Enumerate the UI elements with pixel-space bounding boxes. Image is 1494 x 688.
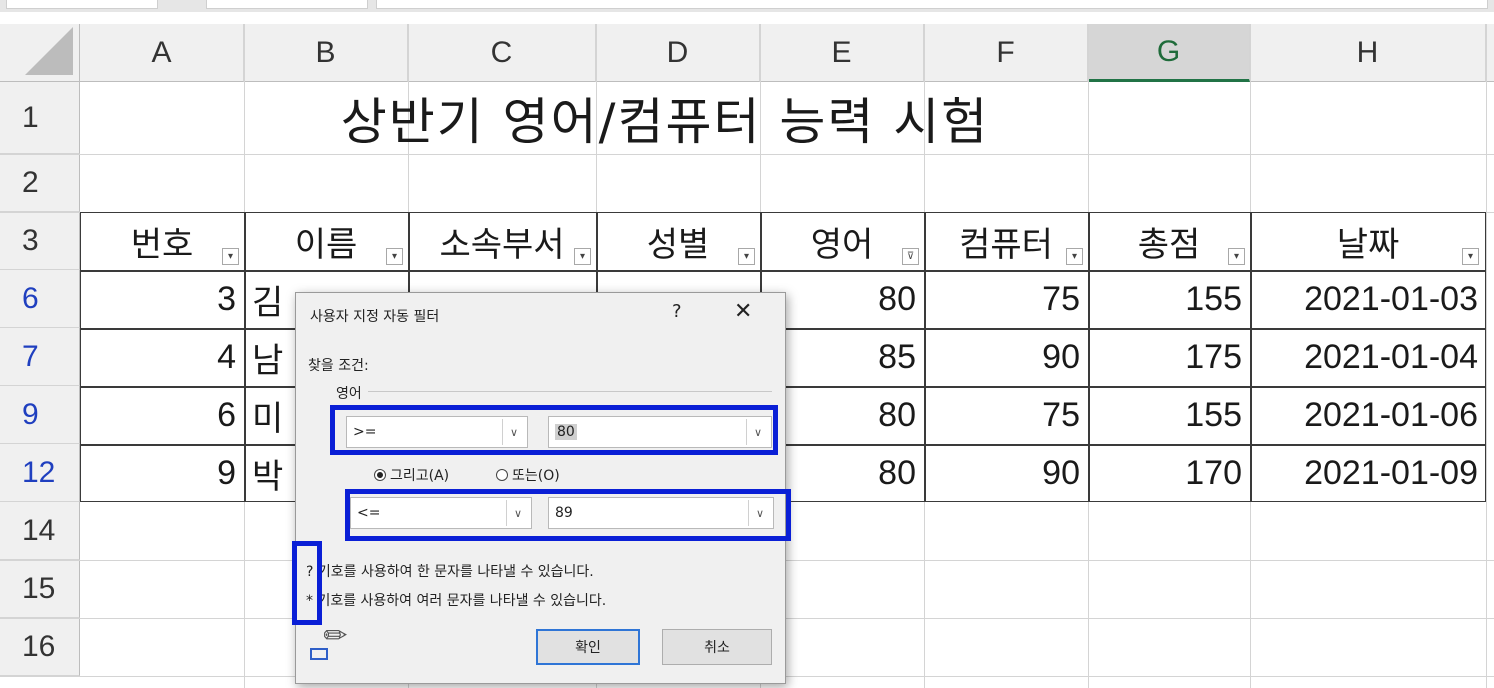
or-radio[interactable]: 또는(O) [496, 465, 560, 485]
chevron-down-icon[interactable]: ∨ [746, 419, 769, 445]
custom-autofilter-dialog[interactable]: 사용자 지정 자동 필터 ? ✕ 찾을 조건: 영어 >= ∨ 80 ∨ 그리고… [295, 292, 786, 684]
cell-date[interactable]: 2021-01-06 [1304, 395, 1478, 434]
column-header-e[interactable]: E [760, 24, 924, 82]
cell-name[interactable]: 김 [252, 283, 284, 322]
highlight-criteria-1 [330, 405, 778, 455]
operator-select-2[interactable]: <= ∨ [350, 497, 532, 529]
column-header-d[interactable]: D [596, 24, 760, 82]
name-box[interactable] [6, 0, 158, 9]
cell-name[interactable]: 박 [252, 457, 284, 496]
cell-english[interactable]: 80 [878, 453, 916, 492]
column-header-g[interactable]: G [1088, 24, 1250, 82]
select-all-corner[interactable] [0, 24, 80, 82]
header-cell-number[interactable]: 번호 [130, 224, 194, 265]
chevron-down-icon[interactable]: ∨ [506, 500, 529, 526]
formula-input[interactable] [376, 0, 1488, 9]
cell-number[interactable]: 9 [217, 453, 236, 492]
cell-total[interactable]: 170 [1185, 453, 1242, 492]
wildcard-hint-question: ? 기호를 사용하여 한 문자를 나타낼 수 있습니다. [306, 564, 594, 580]
cell-english[interactable]: 85 [878, 337, 916, 376]
cancel-button[interactable]: 취소 [662, 629, 772, 665]
filter-dropdown-name[interactable]: ▾ [386, 248, 403, 265]
cell-date[interactable]: 2021-01-04 [1304, 337, 1478, 376]
radio-empty-icon [496, 469, 508, 481]
close-icon[interactable]: ✕ [734, 299, 753, 324]
filter-dropdown-total[interactable]: ▾ [1228, 248, 1245, 265]
column-header-h[interactable]: H [1250, 24, 1486, 82]
cell-date[interactable]: 2021-01-09 [1304, 453, 1478, 492]
operator-2-value: <= [357, 505, 381, 521]
and-radio-label: 그리고(A) [390, 468, 450, 484]
wildcard-hint-asterisk: * 기호를 사용하여 여러 문자를 나타낼 수 있습니다. [306, 593, 607, 609]
or-radio-label: 또는(O) [512, 468, 560, 484]
row-header-1[interactable]: 1 [0, 82, 80, 154]
ok-button[interactable]: 확인 [536, 629, 640, 665]
formula-bar-strip [0, 0, 1494, 12]
row-header-9[interactable]: 9 [0, 386, 80, 444]
cell-total[interactable]: 175 [1185, 337, 1242, 376]
cell-number[interactable]: 4 [217, 337, 236, 376]
header-cell-english[interactable]: 영어 [810, 224, 874, 265]
filter-dropdown-date[interactable]: ▾ [1462, 248, 1479, 265]
formula-controls [206, 0, 368, 9]
cell-number[interactable]: 6 [217, 395, 236, 434]
cell-total[interactable]: 155 [1185, 279, 1242, 318]
cell-computer[interactable]: 75 [1042, 395, 1080, 434]
row-header-6[interactable]: 6 [0, 270, 80, 328]
value-2-text: 89 [555, 505, 573, 521]
cell-computer[interactable]: 75 [1042, 279, 1080, 318]
and-radio[interactable]: 그리고(A) [374, 465, 449, 485]
row-header-2[interactable]: 2 [0, 154, 80, 212]
header-cell-gender[interactable]: 성별 [646, 224, 710, 265]
value-input-2[interactable]: 89 ∨ [548, 497, 774, 529]
field-label: 영어 [336, 386, 362, 402]
filter-dropdown-computer[interactable]: ▾ [1066, 248, 1083, 265]
cell-total[interactable]: 155 [1185, 395, 1242, 434]
operator-1-value: >= [353, 424, 377, 440]
collapse-icon [310, 648, 328, 660]
cell-english[interactable]: 80 [878, 279, 916, 318]
group-divider [368, 391, 772, 392]
sheet-title[interactable]: 상반기 영어/컴퓨터 능력 시험 [340, 93, 990, 151]
column-header-i[interactable] [1486, 24, 1494, 82]
highlight-wildcards [292, 541, 322, 625]
value-input-1[interactable]: 80 ∨ [548, 416, 772, 448]
chevron-down-icon[interactable]: ∨ [748, 500, 771, 526]
cell-name[interactable]: 남 [252, 341, 284, 380]
cell-computer[interactable]: 90 [1042, 337, 1080, 376]
header-cell-name[interactable]: 이름 [294, 224, 358, 265]
row-header-14[interactable]: 14 [0, 502, 80, 560]
cell-number[interactable]: 3 [217, 279, 236, 318]
header-cell-computer[interactable]: 컴퓨터 [959, 224, 1053, 265]
highlight-criteria-2 [345, 489, 791, 541]
radio-selected-icon [374, 469, 386, 481]
row-header-7[interactable]: 7 [0, 328, 80, 386]
filter-active-icon[interactable]: ⊽ [902, 248, 919, 265]
criteria-label: 찾을 조건: [308, 358, 369, 374]
row-header-3[interactable]: 3 [0, 212, 80, 270]
dialog-title: 사용자 지정 자동 필터 [310, 309, 440, 325]
row-header-15[interactable]: 15 [0, 560, 80, 618]
help-button[interactable]: ? [672, 301, 682, 322]
column-header-c[interactable]: C [408, 24, 596, 82]
cell-date[interactable]: 2021-01-03 [1304, 279, 1478, 318]
column-header-a[interactable]: A [80, 24, 244, 82]
filter-dropdown-number[interactable]: ▾ [222, 248, 239, 265]
row-header-16[interactable]: 16 [0, 618, 80, 676]
row-header-12[interactable]: 12 [0, 444, 80, 502]
value-1-text: 80 [555, 424, 577, 440]
header-cell-total[interactable]: 총점 [1137, 224, 1201, 265]
column-header-f[interactable]: F [924, 24, 1088, 82]
cell-computer[interactable]: 90 [1042, 453, 1080, 492]
chevron-down-icon[interactable]: ∨ [502, 419, 525, 445]
header-cell-department[interactable]: 소속부서 [439, 224, 565, 265]
cell-english[interactable]: 80 [878, 395, 916, 434]
column-header-b[interactable]: B [244, 24, 408, 82]
filter-dropdown-department[interactable]: ▾ [574, 248, 591, 265]
header-cell-date[interactable]: 날짜 [1336, 224, 1400, 265]
filter-dropdown-gender[interactable]: ▾ [738, 248, 755, 265]
operator-select-1[interactable]: >= ∨ [346, 416, 528, 448]
cell-name[interactable]: 미 [252, 399, 284, 438]
